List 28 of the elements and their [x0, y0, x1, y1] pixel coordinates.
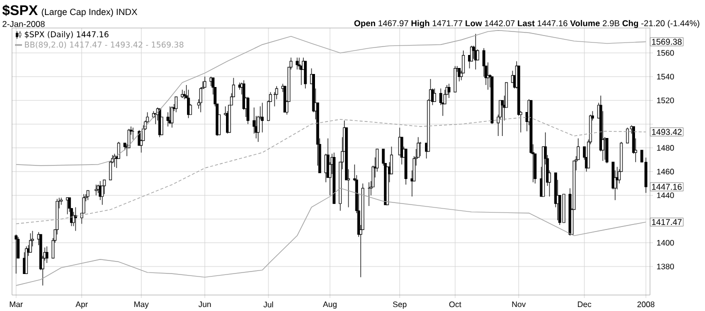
chart-subtitle: (Large Cap Index) INDX — [42, 8, 138, 17]
annotation: 1447.16 — [652, 184, 682, 190]
candlestick — [45, 246, 48, 264]
candlestick — [74, 206, 78, 232]
candlestick — [296, 57, 299, 70]
text: Open 1467.97 High 1471.77 Low 1442.07 Last 1447.16 Volume 2.9B Chg -21.20 (-1.44%) — [354, 20, 700, 28]
annotation: 1569.38 — [652, 38, 682, 45]
chart-title: $SPX — [2, 4, 38, 16]
text: 2-Jan-2008 — [2, 21, 45, 27]
annotation: 1417.47 — [652, 219, 682, 225]
candlestick — [470, 45, 473, 62]
candlestick — [102, 180, 106, 194]
candlestick — [433, 88, 436, 102]
candlestick — [14, 234, 18, 274]
candlestick — [298, 57, 301, 70]
candlestick — [304, 60, 307, 89]
candlestick — [86, 190, 90, 200]
candlestick — [117, 142, 120, 159]
candlestick — [170, 106, 174, 128]
candlestick — [606, 138, 608, 164]
candlestick — [29, 232, 32, 253]
candlestick — [482, 48, 486, 77]
candlestick — [626, 127, 629, 144]
candlestick — [448, 83, 450, 98]
candlestick — [443, 89, 446, 104]
candlestick — [260, 102, 264, 133]
line-series — [16, 188, 646, 286]
annotation: 1493.42 — [652, 128, 682, 135]
